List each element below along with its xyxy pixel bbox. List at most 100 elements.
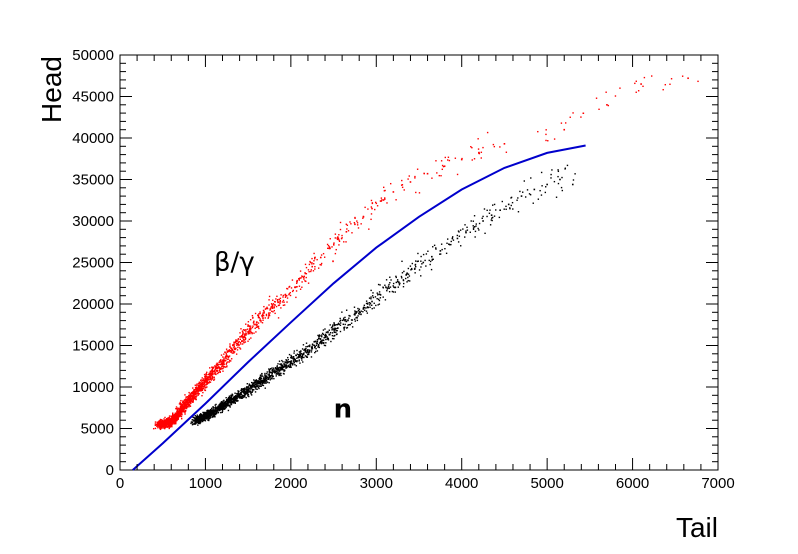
scatter-dot: [323, 256, 326, 258]
scatter-dot: [247, 389, 250, 391]
scatter-dot: [232, 399, 235, 402]
scatter-dot: [199, 414, 201, 416]
scatter-dot: [569, 116, 571, 118]
scatter-dot: [237, 339, 239, 341]
scatter-dot: [270, 374, 273, 377]
scatter-dot: [169, 424, 171, 427]
scatter-dot: [336, 329, 338, 332]
scatter-dot: [250, 331, 252, 334]
scatter-dot: [337, 322, 340, 325]
scatter-dot: [300, 357, 303, 360]
scatter-dot: [224, 402, 227, 404]
scatter-dot: [358, 311, 361, 313]
scatter-dot: [407, 273, 410, 275]
scatter-dot: [294, 286, 296, 288]
scatter-dot: [198, 416, 201, 418]
data-point: [546, 183, 548, 186]
scatter-dot: [231, 395, 233, 397]
scatter-dot: [246, 328, 249, 330]
scatter-dot: [228, 397, 230, 400]
scatter-dot: [259, 374, 262, 376]
scatter-dot: [245, 396, 247, 399]
scatter-dot: [598, 108, 600, 111]
scatter-dot: [204, 378, 207, 380]
scatter-dot: [209, 410, 212, 413]
scatter-dot: [526, 189, 529, 191]
scatter-dot: [197, 383, 200, 385]
scatter-dot: [213, 410, 215, 413]
scatter-dot: [247, 324, 249, 326]
scatter-dot: [220, 403, 222, 406]
scatter-dot: [349, 315, 351, 317]
scatter-dot: [607, 104, 610, 107]
scatter-dot: [517, 211, 520, 213]
scatter-dot: [175, 412, 177, 414]
scatter-dot: [159, 428, 162, 431]
scatter-dot: [365, 310, 368, 312]
scatter-dot: [219, 363, 222, 366]
scatter-dot: [160, 422, 162, 424]
scatter-dot: [491, 219, 493, 222]
scatter-dot: [261, 373, 263, 375]
scatter-dot: [344, 323, 346, 326]
scatter-dot: [164, 422, 167, 425]
scatter-dot: [385, 279, 388, 281]
scatter-dot: [268, 382, 270, 384]
scatter-dot: [403, 189, 405, 191]
scatter-dot: [178, 416, 180, 418]
scatter-dot: [265, 375, 267, 377]
scatter-dot: [208, 417, 211, 420]
data-point: [388, 287, 390, 290]
scatter-dot: [213, 413, 216, 416]
scatter-dot: [378, 299, 381, 302]
scatter-dot: [284, 361, 286, 363]
scatter-dot: [544, 191, 547, 194]
scatter-dot: [206, 386, 208, 388]
scatter-dot: [201, 389, 204, 392]
scatter-dot: [275, 375, 277, 377]
data-point: [328, 247, 331, 250]
scatter-dot: [242, 329, 245, 331]
scatter-dot: [221, 367, 224, 370]
scatter-dot: [192, 416, 194, 418]
scatter-dot: [278, 369, 281, 371]
scatter-dot: [265, 313, 268, 316]
scatter-dot: [333, 331, 336, 334]
scatter-dot: [243, 388, 246, 390]
scatter-dot: [208, 419, 210, 422]
scatter-dot: [335, 323, 337, 326]
scatter-dot: [304, 351, 306, 353]
scatter-dot: [325, 334, 327, 337]
scatter-dot: [306, 345, 309, 348]
scatter-dot: [223, 361, 225, 363]
scatter-dot: [224, 351, 226, 353]
scatter-dot: [217, 372, 219, 375]
scatter-dot: [216, 365, 218, 367]
scatter-dot: [301, 353, 303, 355]
scatter-dot: [235, 342, 238, 345]
scatter-dot: [265, 380, 268, 382]
scatter-dot: [231, 348, 233, 350]
scatter-dot: [324, 335, 327, 337]
scatter-dot: [304, 263, 307, 266]
scatter-dot: [203, 380, 206, 383]
scatter-dot: [212, 415, 214, 418]
scatter-dot: [173, 422, 175, 424]
scatter-dot: [259, 312, 261, 315]
scatter-dot: [253, 384, 256, 387]
scatter-dot: [281, 365, 283, 368]
scatter-dot: [199, 416, 202, 419]
scatter-dot: [289, 365, 292, 368]
scatter-dot: [211, 411, 214, 414]
scatter-dot: [184, 411, 186, 414]
scatter-dot: [255, 384, 258, 386]
scatter-dot: [211, 369, 214, 372]
scatter-dot: [324, 344, 327, 347]
scatter-dot: [329, 324, 331, 326]
scatter-dot: [394, 291, 397, 293]
scatter-dot: [414, 263, 417, 266]
scatter-dot: [478, 229, 480, 231]
scatter-dot: [233, 351, 236, 353]
scatter-dot: [404, 277, 407, 280]
scatter-dot: [293, 357, 295, 359]
